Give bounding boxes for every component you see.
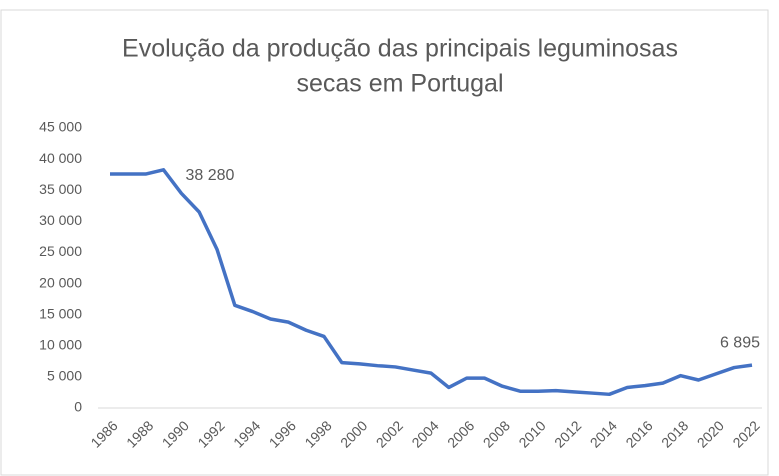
chart-title: secas em Portugal [296, 70, 503, 98]
y-tick-label: 45 000 [39, 119, 82, 135]
y-tick-label: 0 [74, 399, 82, 415]
chart-border [0, 9, 769, 476]
y-tick-label: 15 000 [39, 305, 82, 321]
data-label: 6 895 [720, 334, 760, 351]
y-tick-label: 25 000 [39, 243, 82, 259]
y-tick-label: 30 000 [39, 212, 82, 228]
y-tick-label: 10 000 [39, 336, 82, 352]
line [110, 168, 753, 397]
y-tick-label: 35 000 [39, 181, 82, 197]
y-tick-label: 20 000 [39, 274, 82, 290]
chart-title: Evolução da produção das principais legu… [122, 35, 678, 63]
y-tick-label: 40 000 [39, 150, 82, 166]
data-label: 38 280 [186, 167, 235, 184]
y-tick-label: 5 000 [47, 368, 82, 384]
